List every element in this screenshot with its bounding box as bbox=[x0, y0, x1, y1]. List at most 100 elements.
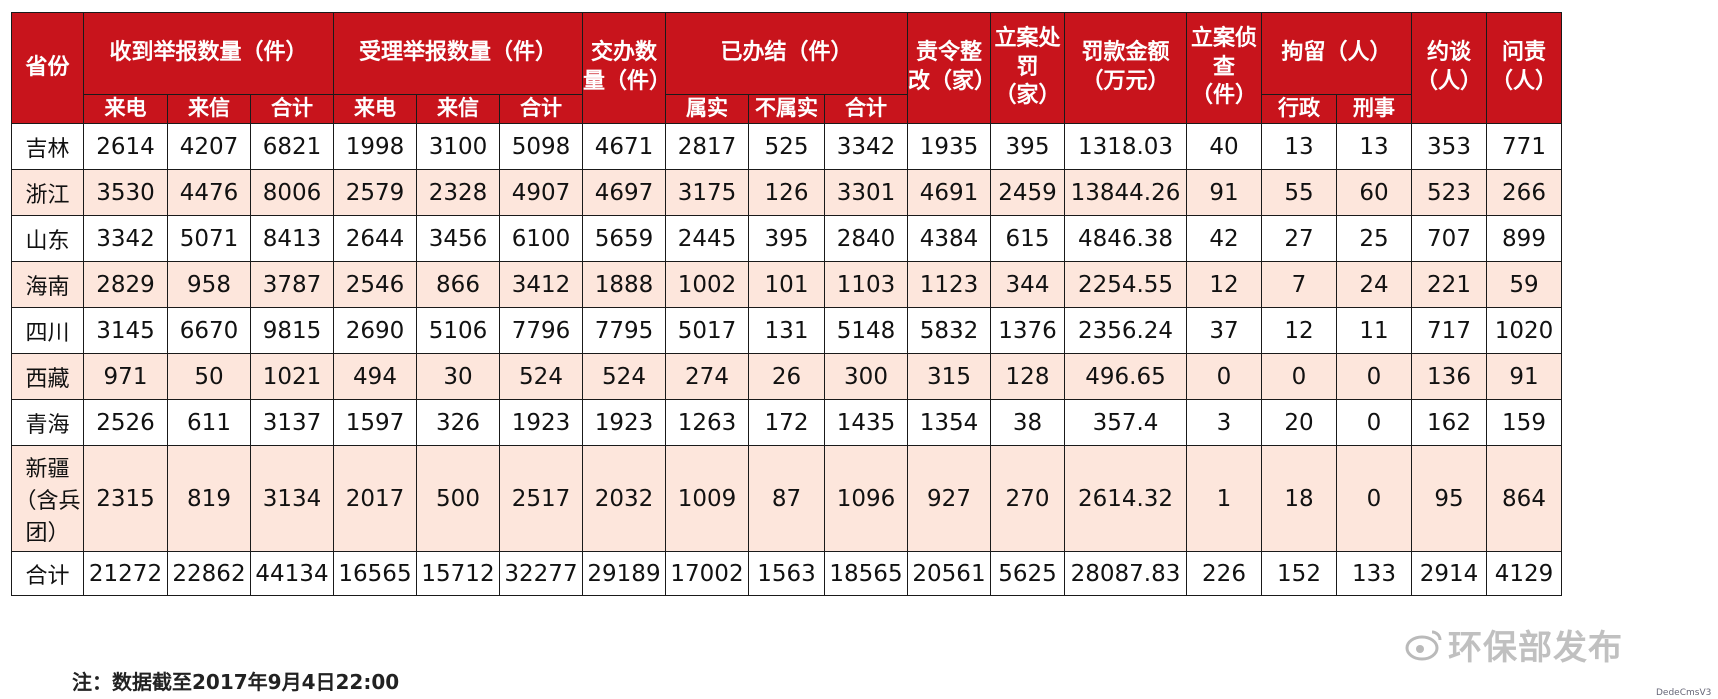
weibo-logo-icon bbox=[1405, 630, 1442, 661]
data-cell: 927 bbox=[907, 445, 991, 552]
data-cell: 5071 bbox=[167, 215, 251, 262]
data-cell: 2579 bbox=[333, 169, 417, 216]
data-cell: 1923 bbox=[499, 399, 583, 446]
data-cell: 3134 bbox=[250, 445, 334, 552]
data-cell: 523 bbox=[1411, 169, 1487, 216]
data-cell: 3137 bbox=[250, 399, 334, 446]
data-cell: 2614.32 bbox=[1064, 445, 1187, 552]
subheader-concluded-false: 不属实 bbox=[748, 94, 825, 124]
report-table-container: 省份 收到举报数量（件） 受理举报数量（件） 交办数量（件） 已办结（件） 责令… bbox=[11, 12, 1562, 596]
data-cell: 136 bbox=[1411, 353, 1487, 400]
data-cell: 344 bbox=[990, 261, 1065, 308]
data-cell: 172 bbox=[748, 399, 825, 446]
data-cell: 221 bbox=[1411, 261, 1487, 308]
data-cell: 5017 bbox=[665, 307, 749, 354]
data-cell: 717 bbox=[1411, 307, 1487, 354]
data-cell: 13 bbox=[1261, 123, 1337, 170]
data-cell: 819 bbox=[167, 445, 251, 552]
data-cell: 60 bbox=[1336, 169, 1412, 216]
total-cell: 29189 bbox=[582, 551, 666, 596]
data-cell: 2254.55 bbox=[1064, 261, 1187, 308]
data-cell: 2526 bbox=[83, 399, 168, 446]
data-cell: 12 bbox=[1186, 261, 1262, 308]
data-cell: 131 bbox=[748, 307, 825, 354]
data-cell: 2690 bbox=[333, 307, 417, 354]
data-cell: 3530 bbox=[83, 169, 168, 216]
data-cell: 1435 bbox=[824, 399, 908, 446]
data-cell: 42 bbox=[1186, 215, 1262, 262]
data-cell: 5659 bbox=[582, 215, 666, 262]
province-cell: 西藏 bbox=[11, 353, 84, 400]
data-cell: 3342 bbox=[83, 215, 168, 262]
data-cell: 2459 bbox=[990, 169, 1065, 216]
data-cell: 2644 bbox=[333, 215, 417, 262]
province-cell: 新疆（含兵团） bbox=[11, 445, 84, 552]
data-cell: 958 bbox=[167, 261, 251, 308]
data-cell: 1935 bbox=[907, 123, 991, 170]
data-cell: 524 bbox=[499, 353, 583, 400]
data-cell: 128 bbox=[990, 353, 1065, 400]
data-cell: 525 bbox=[748, 123, 825, 170]
header-province: 省份 bbox=[11, 12, 84, 124]
data-cell: 18 bbox=[1261, 445, 1337, 552]
data-cell: 59 bbox=[1486, 261, 1562, 308]
data-cell: 3412 bbox=[499, 261, 583, 308]
data-cell: 2315 bbox=[83, 445, 168, 552]
table-row: 浙江 3530 4476 8006 2579 2328 4907 4697 3175 126 330… bbox=[11, 169, 1562, 216]
subheader-received-total: 合计 bbox=[250, 94, 334, 124]
total-cell: 152 bbox=[1261, 551, 1337, 596]
data-cell: 12 bbox=[1261, 307, 1337, 354]
header-received: 收到举报数量（件） bbox=[83, 12, 334, 95]
data-cell: 0 bbox=[1336, 445, 1412, 552]
data-cell: 899 bbox=[1486, 215, 1562, 262]
total-cell: 18565 bbox=[824, 551, 908, 596]
province-cell: 青海 bbox=[11, 399, 84, 446]
header-punish: 立案处罚（家） bbox=[990, 12, 1065, 124]
data-cell: 20 bbox=[1261, 399, 1337, 446]
header-investigate: 立案侦查（件） bbox=[1186, 12, 1262, 124]
data-cell: 3787 bbox=[250, 261, 334, 308]
data-cell: 4207 bbox=[167, 123, 251, 170]
data-cell: 4476 bbox=[167, 169, 251, 216]
header-detain: 拘留（人） bbox=[1261, 12, 1412, 95]
total-cell: 15712 bbox=[416, 551, 500, 596]
data-cell: 2328 bbox=[416, 169, 500, 216]
data-cell: 87 bbox=[748, 445, 825, 552]
province-cell: 浙江 bbox=[11, 169, 84, 216]
header-fine: 罚款金额（万元） bbox=[1064, 12, 1187, 124]
data-cell: 395 bbox=[748, 215, 825, 262]
data-cell: 270 bbox=[990, 445, 1065, 552]
data-cell: 0 bbox=[1336, 353, 1412, 400]
data-cell: 1263 bbox=[665, 399, 749, 446]
data-cell: 2546 bbox=[333, 261, 417, 308]
data-cell: 1354 bbox=[907, 399, 991, 446]
header-concluded: 已办结（件） bbox=[665, 12, 908, 95]
data-cell: 6100 bbox=[499, 215, 583, 262]
data-cell: 3301 bbox=[824, 169, 908, 216]
data-cell: 40 bbox=[1186, 123, 1262, 170]
data-cell: 5098 bbox=[499, 123, 583, 170]
data-cell: 50 bbox=[167, 353, 251, 400]
data-cell: 494 bbox=[333, 353, 417, 400]
data-cell: 3 bbox=[1186, 399, 1262, 446]
subheader-received-call: 来电 bbox=[83, 94, 168, 124]
table-row: 新疆（含兵团） 2315 819 3134 2017 500 2517 2032 1009 87 1… bbox=[11, 445, 1562, 552]
data-cell: 162 bbox=[1411, 399, 1487, 446]
data-cell: 7796 bbox=[499, 307, 583, 354]
cms-badge: DedeCmsV3 bbox=[1656, 688, 1712, 698]
data-cell: 771 bbox=[1486, 123, 1562, 170]
data-cell: 1923 bbox=[582, 399, 666, 446]
data-cell: 0 bbox=[1336, 399, 1412, 446]
data-cell: 3342 bbox=[824, 123, 908, 170]
total-cell: 226 bbox=[1186, 551, 1262, 596]
data-cell: 95 bbox=[1411, 445, 1487, 552]
data-cell: 24 bbox=[1336, 261, 1412, 308]
data-cell: 395 bbox=[990, 123, 1065, 170]
data-cell: 971 bbox=[83, 353, 168, 400]
data-cell: 26 bbox=[748, 353, 825, 400]
data-cell: 1597 bbox=[333, 399, 417, 446]
data-cell: 524 bbox=[582, 353, 666, 400]
table-row: 四川 3145 6670 9815 2690 5106 7796 7795 5017 131 514… bbox=[11, 307, 1562, 354]
data-cell: 4846.38 bbox=[1064, 215, 1187, 262]
total-cell: 32277 bbox=[499, 551, 583, 596]
